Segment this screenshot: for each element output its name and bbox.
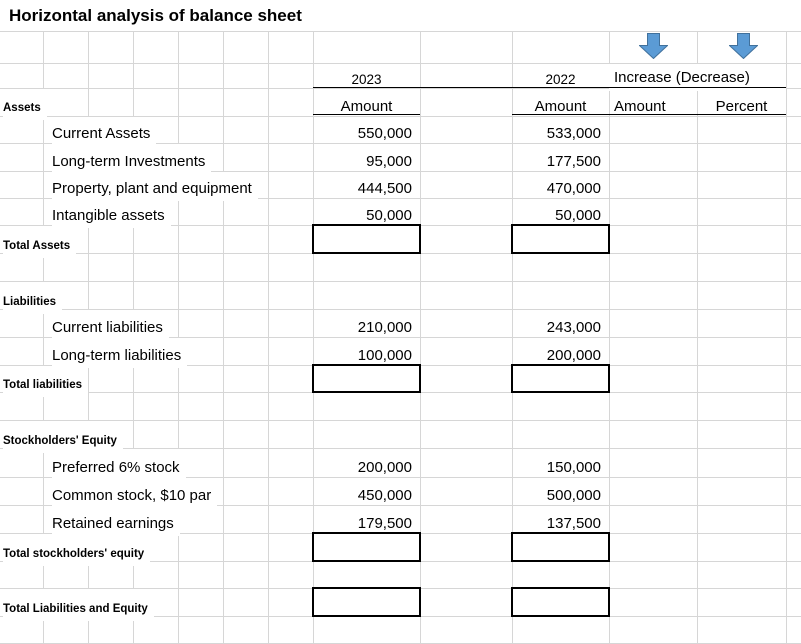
row-label: Current Assets	[52, 117, 157, 146]
total-label-assets: Total Assets	[3, 226, 77, 258]
total-label-liabilities: Total liabilities	[3, 366, 89, 397]
amount-2022: 470,000	[546, 180, 601, 198]
header-underline	[313, 113, 420, 115]
column-header-2023: 2023	[351, 71, 382, 87]
amount-2023: 200,000	[357, 459, 412, 477]
amount-2022: 500,000	[546, 487, 601, 505]
column-header-2022: 2022	[545, 71, 576, 87]
row-label: Current liabilities	[52, 310, 169, 340]
down-arrow-icon	[638, 33, 669, 64]
amount-2023: 210,000	[357, 319, 412, 337]
amount-2022: 533,000	[546, 125, 601, 143]
row-label: Property, plant and equipment	[52, 172, 258, 201]
section-label-equity: Stockholders' Equity	[3, 421, 123, 453]
column-header-increase-percent: Percent	[715, 98, 768, 116]
total-liabilities-2023-cell[interactable]	[312, 364, 421, 393]
total-liabilities-2022-cell[interactable]	[511, 364, 610, 393]
amount-2022: 177,500	[546, 153, 601, 171]
total-assets-2023-cell[interactable]	[312, 224, 421, 254]
header-underline	[313, 86, 786, 88]
section-label-liabilities: Liabilities	[3, 282, 63, 314]
total-liab-equity-2023-cell[interactable]	[312, 587, 421, 617]
down-arrow-icon	[728, 33, 759, 64]
column-header-amount-2023: Amount	[340, 98, 393, 116]
amount-2023: 450,000	[357, 487, 412, 505]
amount-2022: 137,500	[546, 515, 601, 533]
row-label: Common stock, $10 par	[52, 478, 218, 508]
row-label: Retained earnings	[52, 506, 180, 536]
amount-2023: 550,000	[357, 125, 412, 143]
total-label-equity: Total stockholders' equity	[3, 534, 151, 566]
total-assets-2022-cell[interactable]	[511, 224, 610, 254]
amount-2023: 95,000	[366, 153, 412, 171]
page-title: Horizontal analysis of balance sheet	[9, 0, 308, 31]
column-header-amount-2022: Amount	[534, 98, 587, 116]
amount-2022: 243,000	[546, 319, 601, 337]
row-label: Long-term liabilities	[52, 338, 188, 368]
section-label-assets: Assets	[3, 89, 47, 120]
header-underline	[512, 113, 786, 115]
row-label: Intangible assets	[52, 199, 171, 228]
amount-2022: 50,000	[555, 207, 601, 225]
amount-2022: 150,000	[546, 459, 601, 477]
row-label: Long-term Investments	[52, 144, 212, 174]
total-liab-equity-2022-cell[interactable]	[511, 587, 610, 617]
amount-2023: 100,000	[357, 347, 412, 365]
column-header-increase-amount: Amount	[614, 98, 666, 116]
amount-2023: 50,000	[366, 207, 412, 225]
amount-2022: 200,000	[546, 347, 601, 365]
total-label-liabilities-and-equity: Total Liabilities and Equity	[3, 589, 154, 621]
total-equity-2023-cell[interactable]	[312, 532, 421, 562]
total-equity-2022-cell[interactable]	[511, 532, 610, 562]
amount-2023: 444,500	[357, 180, 412, 198]
amount-2023: 179,500	[357, 515, 412, 533]
row-label: Preferred 6% stock	[52, 449, 186, 480]
